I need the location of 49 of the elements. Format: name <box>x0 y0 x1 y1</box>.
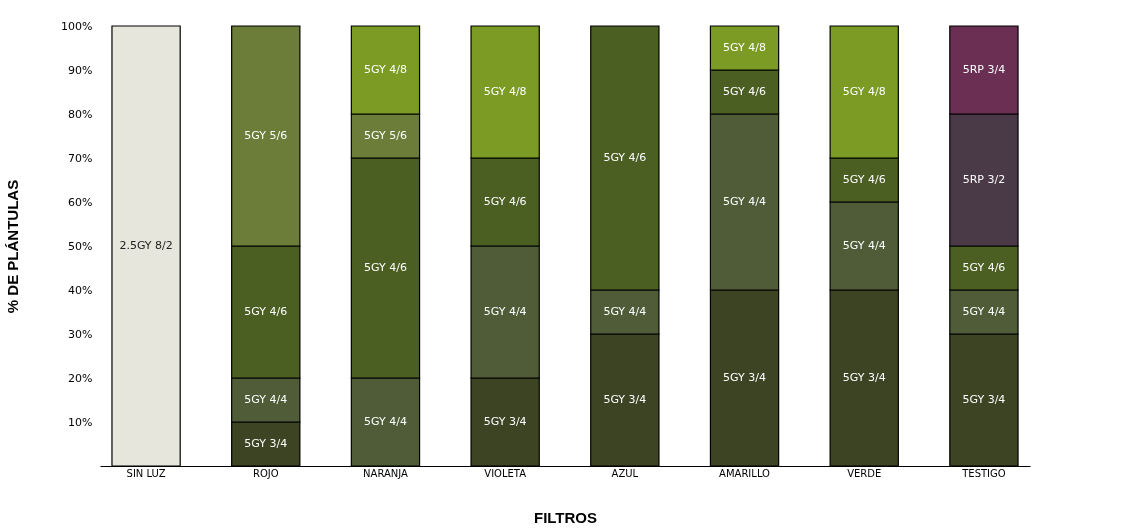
y-tick-label: 50% <box>68 239 93 253</box>
y-tick-label: 40% <box>68 283 93 297</box>
series-label: 5GY 4/8 <box>842 85 886 98</box>
y-tick-label: 80% <box>68 107 93 121</box>
y-tick-label: 10% <box>68 415 93 429</box>
series-label: 5RP 3/2 <box>962 173 1006 186</box>
text: 5GY 3/4 <box>842 371 886 384</box>
y-tick-label: 20% <box>68 371 93 385</box>
x-tick-label: NARANJA <box>363 467 409 479</box>
y-tick-label: 100% <box>61 19 93 33</box>
text: 5GY 3/4 <box>483 415 527 428</box>
x-tick-label: ROJO <box>252 467 279 479</box>
x-tick-label: TESTIGO <box>961 467 1006 479</box>
text: 5GY 4/8 <box>723 41 766 54</box>
text: 5GY 4/4 <box>364 415 407 428</box>
text: 5GY 4/6 <box>723 85 766 98</box>
series-label: 2.5GY 8/2 <box>119 239 173 252</box>
x-tick-label: VIOLETA <box>484 467 527 479</box>
text: 5GY 4/4 <box>603 305 647 318</box>
text: 5GY 4/4 <box>962 305 1006 318</box>
series-label: 5RP 3/4 <box>962 63 1006 76</box>
text: 5GY 4/4 <box>842 239 886 252</box>
text: 5GY 4/6 <box>842 173 886 186</box>
text: 5GY 4/6 <box>962 261 1006 274</box>
series-label: 5GY 4/6 <box>244 305 288 318</box>
text: 5GY 3/4 <box>603 393 647 406</box>
text: 5GY 4/8 <box>364 63 407 76</box>
text: 5GY 4/6 <box>603 151 647 164</box>
y-tick-label: 60% <box>68 195 93 209</box>
x-axis-title: FILTROS <box>533 508 598 526</box>
text: 5GY 3/4 <box>962 393 1006 406</box>
text: 5GY 4/8 <box>483 85 527 98</box>
x-tick-label: SIN LUZ <box>126 467 166 479</box>
text: 5GY 3/4 <box>723 371 766 384</box>
y-tick-label: 30% <box>68 327 93 341</box>
y-tick-label: 90% <box>68 63 93 77</box>
series-label: 5GY 3/4 <box>244 437 288 450</box>
y-axis-title: % DE PLÁNTULAS <box>4 179 22 314</box>
x-tick-label: AZUL <box>611 467 639 479</box>
y-tick-label: 70% <box>68 151 93 165</box>
text: 5GY 4/4 <box>723 195 766 208</box>
series-label: 5GY 4/4 <box>244 393 288 406</box>
text: 5GY 4/4 <box>483 305 527 318</box>
text: 5GY 5/6 <box>364 129 407 142</box>
text: 5GY 4/6 <box>364 261 407 274</box>
x-tick-label: VERDE <box>847 467 882 479</box>
text: 5GY 4/6 <box>483 195 527 208</box>
x-tick-label: AMARILLO <box>719 467 771 479</box>
series-label: 5GY 5/6 <box>244 129 288 142</box>
